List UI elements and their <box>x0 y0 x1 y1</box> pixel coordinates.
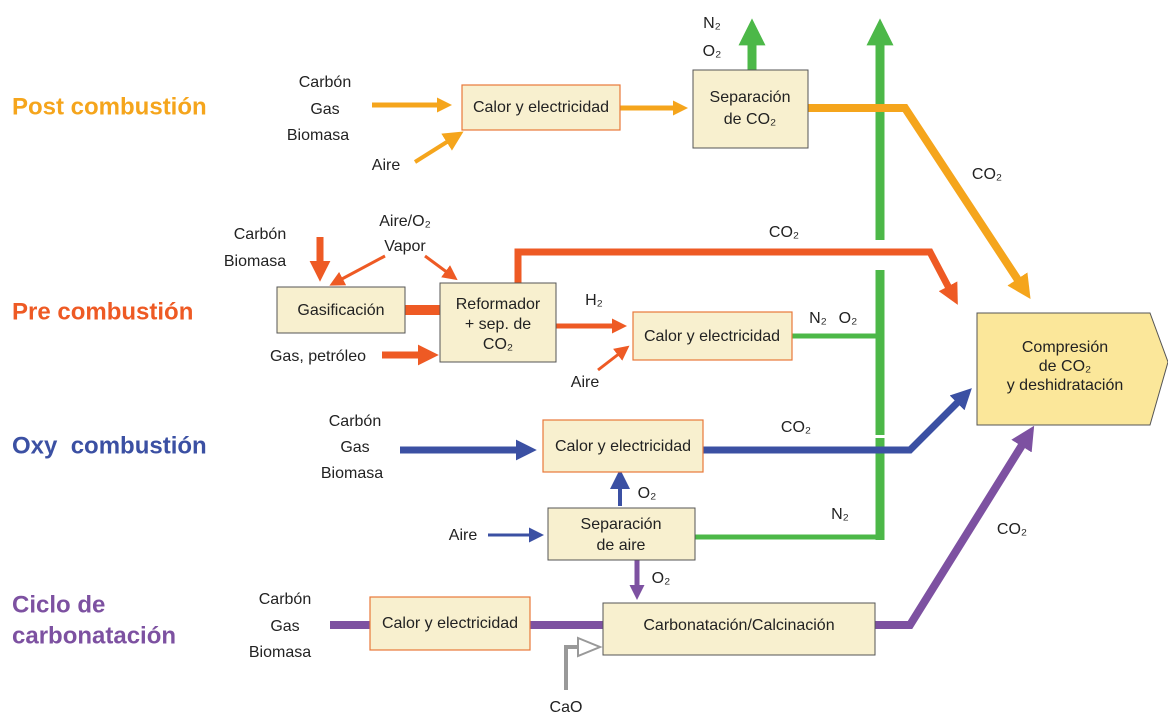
flow <box>703 388 972 454</box>
flow-label: CO₂ <box>781 419 811 436</box>
flow-label: CO₂ <box>972 166 1002 183</box>
flow <box>413 131 464 164</box>
input-label: CaO <box>550 699 583 716</box>
box <box>692 69 809 149</box>
box-label: Calor y electricidad <box>382 615 518 632</box>
flow <box>597 345 630 372</box>
input-label: Gas <box>340 439 369 456</box>
green-flows <box>695 18 894 540</box>
input-label: Biomasa <box>249 644 311 661</box>
box-label: y deshidratación <box>1007 377 1124 394</box>
input-label: Carbón <box>329 413 381 430</box>
box-label: Calor y electricidad <box>644 328 780 345</box>
flow-label: CO₂ <box>769 224 799 241</box>
box <box>547 507 696 561</box>
input-label: Gas <box>310 101 339 118</box>
box-label: Gasificación <box>297 302 384 319</box>
flow-label: O₂ <box>638 485 657 502</box>
flow <box>424 254 458 281</box>
box <box>461 84 621 131</box>
flow <box>875 425 1035 629</box>
input-label: Carbón <box>299 74 351 91</box>
section-title: carbonatación <box>12 622 176 649</box>
box <box>369 596 531 651</box>
input-label: Gas, petróleo <box>270 348 366 365</box>
post-flows <box>372 97 1031 300</box>
input-label: Carbón <box>234 226 286 243</box>
box <box>276 286 406 334</box>
box-label: Calor y electricidad <box>473 99 609 116</box>
input-label: Carbón <box>259 591 311 608</box>
flow-label: CO₂ <box>997 521 1027 538</box>
flow-label: N₂ <box>703 15 721 32</box>
box <box>542 419 704 473</box>
box-label: Separación <box>581 516 662 533</box>
box <box>632 311 793 361</box>
input-label: Biomasa <box>321 465 383 482</box>
arrowhead <box>577 636 603 658</box>
flow-label: N₂ <box>809 310 827 327</box>
flow-label: N₂ <box>831 506 849 523</box>
flow-label: O₂ <box>652 570 671 587</box>
box-label: Reformador <box>456 296 541 313</box>
box-label: Separación <box>710 89 791 106</box>
box <box>439 282 557 363</box>
section-title: Pre combustión <box>12 298 193 325</box>
pre-flows <box>309 237 958 372</box>
flow-label: O₂ <box>703 43 722 60</box>
box-label: de aire <box>597 537 646 554</box>
box <box>602 602 876 656</box>
flow <box>329 254 386 286</box>
input-label: Biomasa <box>224 253 286 270</box>
flow <box>808 104 1031 300</box>
input-label: Aire/O₂ <box>379 213 431 230</box>
box-label: Carbonatación/Calcinación <box>643 617 834 634</box>
box-label: de CO₂ <box>724 111 776 128</box>
boxes <box>276 69 1168 656</box>
input-label: Biomasa <box>287 127 349 144</box>
flow <box>514 248 958 305</box>
flow-label: H₂ <box>585 292 603 309</box>
box-label: de CO₂ <box>1039 358 1091 375</box>
box-label: CO₂ <box>483 336 513 353</box>
section-title: Post combustión <box>12 93 207 120</box>
box <box>976 312 1168 426</box>
flow-label: O₂ <box>839 310 858 327</box>
input-label: Aire <box>571 374 600 391</box>
box-label: Compresión <box>1022 339 1108 356</box>
box-label: + sep. de <box>465 316 531 333</box>
input-label: Gas <box>270 618 299 635</box>
section-title: Oxy combustión <box>12 432 207 459</box>
oxy-flows <box>400 388 972 543</box>
input-label: Aire <box>449 527 478 544</box>
section-title: Ciclo de <box>12 591 105 618</box>
box-label: Calor y electricidad <box>555 438 691 455</box>
input-label: Vapor <box>384 238 426 255</box>
input-label: Aire <box>372 157 401 174</box>
